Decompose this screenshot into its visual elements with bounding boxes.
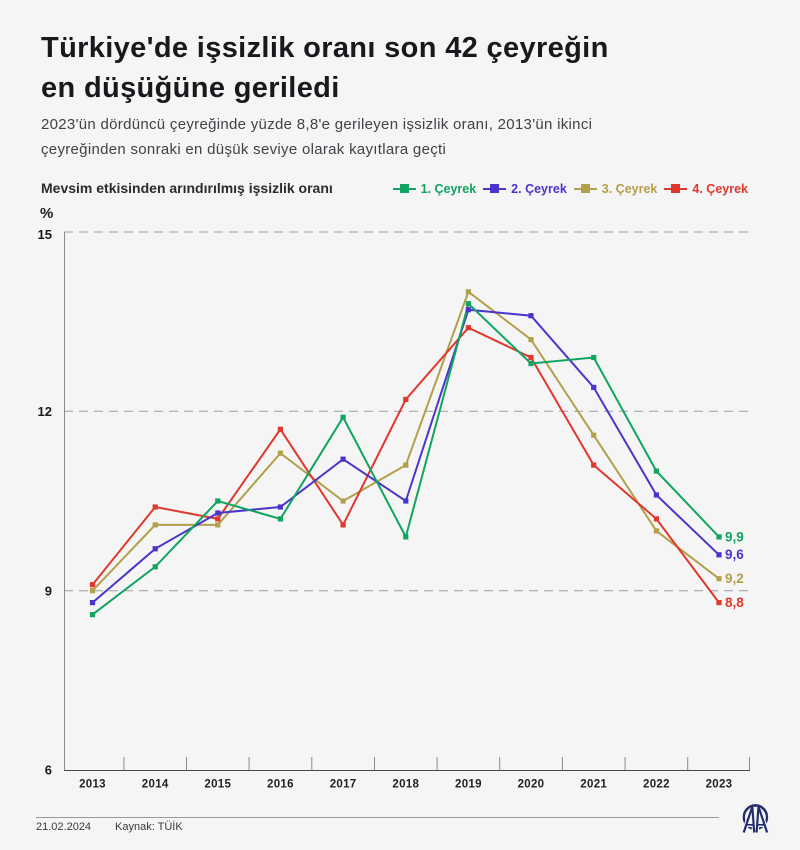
svg-text:8,8: 8,8	[725, 595, 744, 610]
svg-text:2018: 2018	[392, 779, 419, 791]
svg-text:9,2: 9,2	[725, 571, 744, 586]
svg-text:2021: 2021	[580, 779, 607, 791]
svg-text:2014: 2014	[142, 779, 169, 791]
svg-text:2020: 2020	[518, 779, 545, 791]
svg-text:2022: 2022	[643, 779, 670, 791]
svg-text:12: 12	[38, 404, 52, 419]
svg-text:2019: 2019	[455, 779, 482, 791]
svg-text:9: 9	[45, 584, 52, 599]
svg-text:2013: 2013	[79, 779, 106, 791]
svg-text:2016: 2016	[267, 779, 294, 791]
svg-text:2017: 2017	[330, 779, 357, 791]
svg-text:2023: 2023	[706, 779, 733, 791]
svg-text:9,6: 9,6	[725, 547, 744, 562]
svg-text:2015: 2015	[204, 779, 231, 791]
svg-text:9,9: 9,9	[725, 529, 744, 544]
svg-text:6: 6	[45, 763, 52, 778]
svg-text:15: 15	[38, 227, 52, 242]
